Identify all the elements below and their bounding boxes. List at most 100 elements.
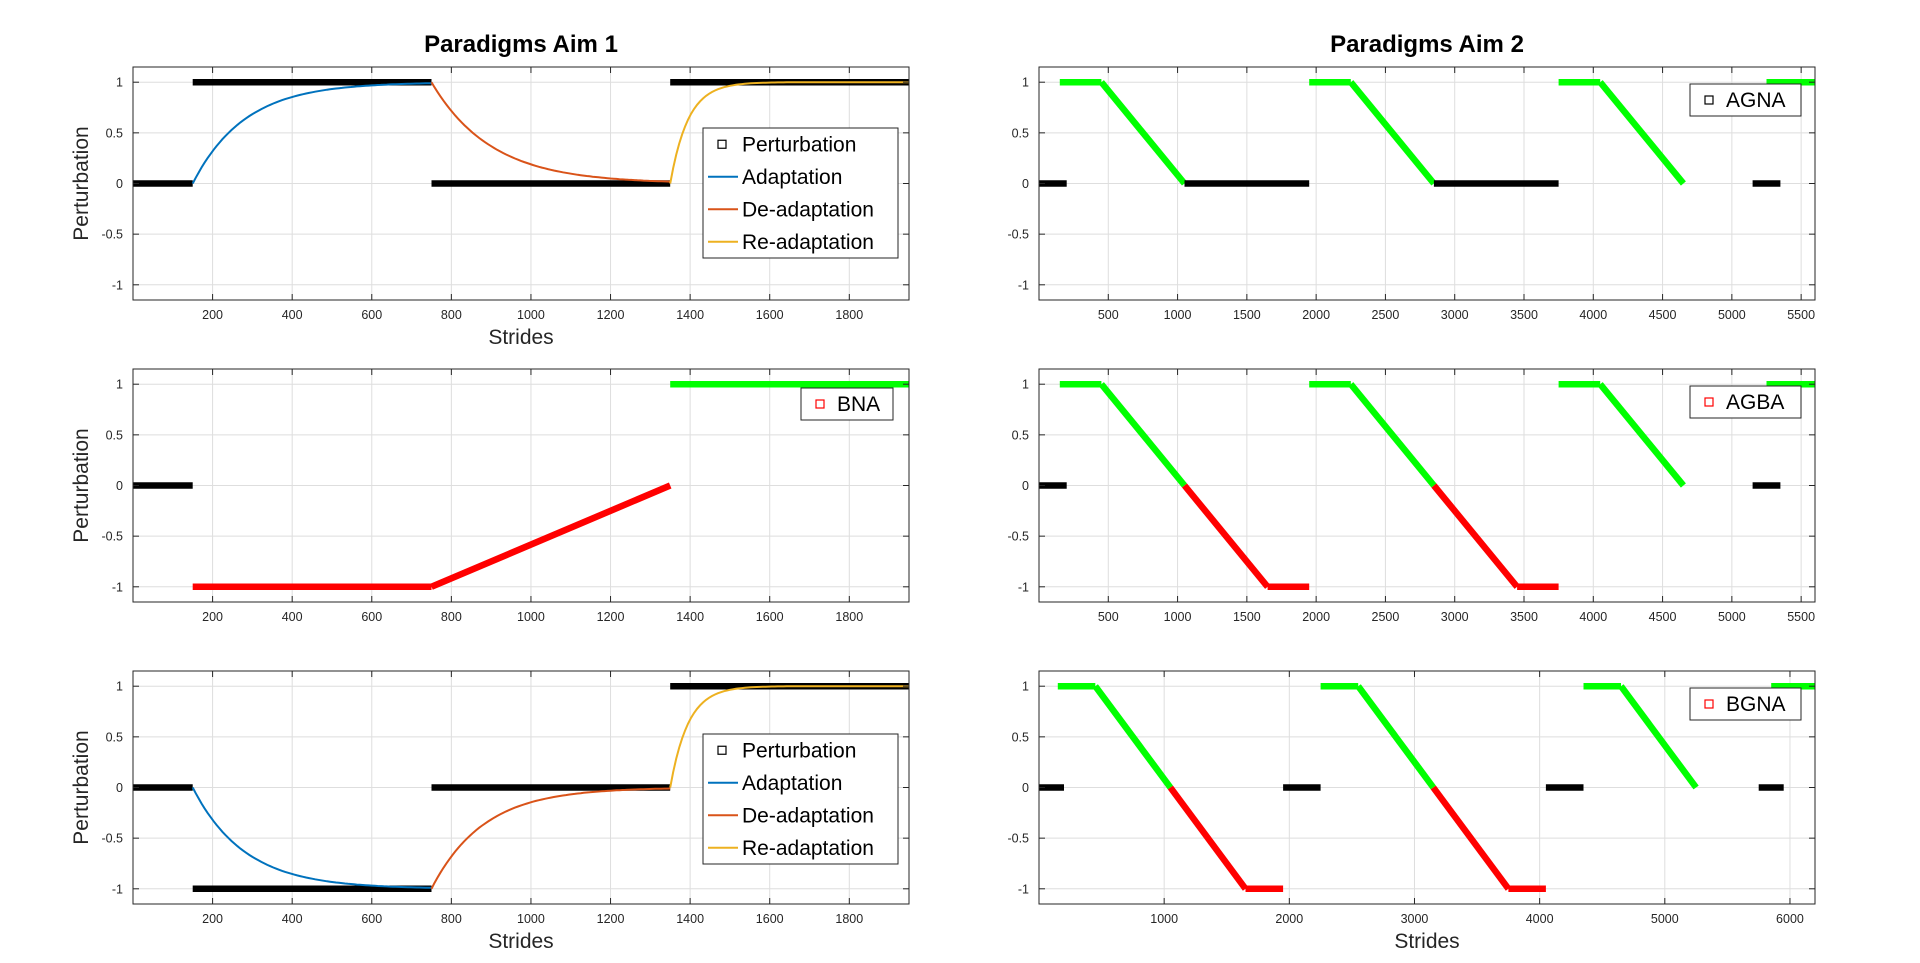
red-segment [1167, 785, 1249, 891]
y-tick-label: -0.5 [101, 228, 123, 242]
x-axis-label: Strides [1394, 930, 1459, 953]
y-tick-label: -0.5 [101, 832, 123, 846]
y-tick-label: -1 [112, 278, 123, 292]
x-tick-label: 600 [361, 912, 382, 926]
legend-box [702, 733, 899, 865]
green-segment [1355, 684, 1436, 790]
x-tick-label: 2500 [1372, 610, 1400, 624]
y-tick-label: 0 [116, 781, 123, 795]
x-tick-label: 1400 [676, 308, 704, 322]
y-axis-label: Perturbation [70, 126, 93, 240]
plot-content [1039, 380, 1815, 591]
y-tick-label: 0.5 [1012, 730, 1029, 744]
red-segment [1431, 483, 1520, 589]
legend: AGBA [1689, 385, 1802, 419]
x-tick-label: 1800 [835, 308, 863, 322]
y-tick-label: 0 [1022, 781, 1029, 795]
x-tick-label: 3500 [1510, 308, 1538, 322]
x-tick-label: 1000 [517, 610, 545, 624]
y-tick-label: 1 [1022, 76, 1029, 90]
x-tick-label: 3000 [1401, 912, 1429, 926]
x-tick-label: 1000 [517, 912, 545, 926]
y-tick-label: -0.5 [1007, 228, 1029, 242]
legend-marker [1704, 95, 1714, 105]
x-tick-label: 4000 [1526, 912, 1554, 926]
legend: BGNA [1689, 687, 1802, 721]
plot-content [1039, 682, 1815, 893]
adaptation-curve [191, 82, 432, 184]
x-tick-label: 5000 [1651, 912, 1679, 926]
x-tick-label: 1400 [676, 610, 704, 624]
x-tick-label: 5000 [1718, 308, 1746, 322]
x-tick-label: 1200 [597, 308, 625, 322]
x-tick-label: 2000 [1275, 912, 1303, 926]
x-tick-label: 1500 [1233, 610, 1261, 624]
y-tick-label: 0 [116, 479, 123, 493]
y-tick-label: -1 [1018, 580, 1029, 594]
x-tick-label: 1500 [1233, 308, 1261, 322]
legend: AGNA [1689, 83, 1802, 117]
legend-marker [1704, 397, 1714, 407]
x-tick-label: 400 [282, 308, 303, 322]
y-tick-label: -1 [112, 882, 123, 896]
y-axis-label: Perturbation [70, 428, 93, 542]
y-tick-label: -1 [1018, 882, 1029, 896]
legend-box [1689, 83, 1802, 117]
x-tick-label: 2000 [1302, 308, 1330, 322]
chart-aim1-top: 200 400 600 800 1000 1200 1400 1600 1800 -1 -0.5 0 0… [70, 31, 910, 349]
legend-marker [717, 139, 727, 149]
chart-aim1-bna: 200 400 600 800 1000 1200 1400 1600 1800 -1 -0.5 0 0… [70, 368, 910, 624]
x-tick-label: 4500 [1649, 610, 1677, 624]
x-tick-label: 1000 [517, 308, 545, 322]
x-tick-label: 2000 [1302, 610, 1330, 624]
plot-content [1039, 78, 1815, 187]
y-tick-label: -0.5 [1007, 530, 1029, 544]
x-tick-label: 600 [361, 610, 382, 624]
red-segment [1181, 483, 1271, 589]
x-tick-label: 500 [1098, 308, 1119, 322]
legend-label: Re-adaptation [742, 837, 874, 860]
y-tick-label: 1 [116, 76, 123, 90]
plot-content [133, 682, 909, 893]
x-tick-label: 1800 [835, 610, 863, 624]
chart-aim2-agna: 500 1000 1500 2000 2500 3000 3500 4000 4500 5000 5… [1007, 31, 1816, 322]
x-tick-label: 200 [202, 912, 223, 926]
x-tick-label: 3000 [1441, 308, 1469, 322]
y-tick-label: 1 [1022, 680, 1029, 694]
x-tick-label: 1000 [1164, 610, 1192, 624]
x-tick-label: 200 [202, 610, 223, 624]
x-tick-label: 800 [441, 912, 462, 926]
legend-label: AGNA [1726, 89, 1786, 112]
x-tick-label: 1000 [1164, 308, 1192, 322]
x-tick-label: 1000 [1150, 912, 1178, 926]
legend-label: Adaptation [742, 772, 842, 795]
chart-aim2-bgna: 1000 2000 3000 4000 5000 6000 -1 -0.5 0 0.5 1 Strid… [1007, 670, 1816, 953]
green-segment [1348, 80, 1437, 186]
green-segment [1348, 382, 1437, 488]
y-tick-label: 1 [1022, 378, 1029, 392]
y-tick-label: 0 [116, 177, 123, 191]
x-tick-label: 1200 [597, 610, 625, 624]
legend: BNA [800, 387, 894, 421]
chart-title: Paradigms Aim 1 [424, 31, 618, 58]
legend-label: Perturbation [742, 739, 856, 762]
green-segment [1618, 684, 1699, 790]
x-tick-label: 1600 [756, 610, 784, 624]
x-tick-label: 200 [202, 308, 223, 322]
x-tick-label: 600 [361, 308, 382, 322]
x-tick-label: 4500 [1649, 308, 1677, 322]
x-tick-label: 1400 [676, 912, 704, 926]
readaptation-curve [669, 685, 909, 788]
x-tick-label: 4000 [1579, 308, 1607, 322]
x-tick-label: 800 [441, 610, 462, 624]
y-tick-label: 0.5 [1012, 126, 1029, 140]
y-tick-label: 1 [116, 378, 123, 392]
legend-label: BNA [837, 393, 880, 416]
y-tick-label: 0.5 [106, 730, 123, 744]
readaptation-curve [669, 81, 909, 184]
legend-box [702, 127, 899, 259]
legend-marker [1704, 699, 1714, 709]
y-tick-label: 0.5 [106, 428, 123, 442]
deadaptation-curve [430, 787, 671, 890]
